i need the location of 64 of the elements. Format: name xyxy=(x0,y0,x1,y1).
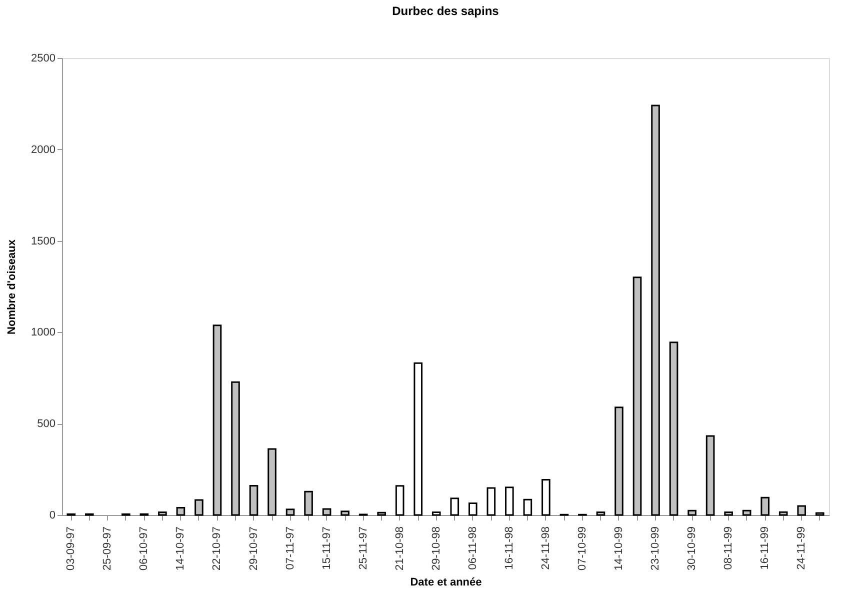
bar xyxy=(614,406,624,516)
bar xyxy=(596,512,606,516)
bar xyxy=(815,512,824,516)
bar xyxy=(377,512,386,516)
x-tick-label: 16-11-98 xyxy=(503,526,516,570)
y-tick-label: 2000 xyxy=(31,144,56,156)
y-tick-label: 1500 xyxy=(31,235,56,248)
bar xyxy=(176,506,186,516)
bar xyxy=(395,485,404,516)
bar xyxy=(742,510,752,516)
y-tick-label: 1000 xyxy=(31,326,56,339)
bar xyxy=(760,496,770,516)
x-tick-label: 29-10-97 xyxy=(248,526,260,571)
x-tick-label: 24-11-99 xyxy=(796,526,808,570)
x-tick-label: 25-11-97 xyxy=(357,526,370,570)
bar xyxy=(194,499,204,516)
bar xyxy=(231,381,240,516)
bar xyxy=(468,502,478,516)
x-tick-label: 29-10-98 xyxy=(430,526,442,571)
x-tick-label: 22-10-97 xyxy=(211,526,224,571)
bar xyxy=(249,485,258,516)
bar xyxy=(505,486,514,516)
bar xyxy=(632,276,642,516)
bar xyxy=(212,324,222,516)
x-tick-label: 30-10-99 xyxy=(686,526,698,571)
bar xyxy=(322,508,332,516)
x-tick-label: 15-11-97 xyxy=(320,526,333,570)
y-tick-label: 0 xyxy=(49,510,56,522)
bar xyxy=(450,498,460,516)
bar xyxy=(414,362,423,516)
bar xyxy=(724,512,733,516)
x-tick-label: 07-11-97 xyxy=(284,526,296,570)
x-tick-label: 14-10-97 xyxy=(174,526,187,571)
bar xyxy=(706,435,715,516)
bar xyxy=(340,510,350,516)
y-tick-label: 500 xyxy=(37,418,56,430)
x-tick-label: 06-11-98 xyxy=(466,526,479,570)
bar xyxy=(797,505,806,516)
bar xyxy=(688,510,696,516)
x-tick-label: 23-10-99 xyxy=(650,526,662,571)
x-tick-label: 03-09-97 xyxy=(65,526,78,571)
x-tick-label: 08-11-99 xyxy=(722,526,735,570)
bar xyxy=(523,498,532,516)
bar xyxy=(778,511,788,516)
x-tick-label: 24-11-98 xyxy=(540,526,552,570)
bar xyxy=(486,487,496,516)
x-tick-label: 07-10-99 xyxy=(576,526,588,571)
bar xyxy=(268,448,276,516)
bar xyxy=(651,104,660,516)
x-axis-title: Date et année xyxy=(410,576,482,589)
x-tick-label: 21-10-98 xyxy=(394,526,406,571)
y-tick-label: 2500 xyxy=(31,52,56,64)
bar xyxy=(304,490,313,516)
x-tick-label: 06-10-97 xyxy=(138,526,150,571)
x-tick-label: 14-10-99 xyxy=(612,526,625,571)
x-tick-label: 16-11-99 xyxy=(759,526,772,570)
bar xyxy=(158,512,167,516)
bar xyxy=(669,342,678,516)
bar xyxy=(286,508,295,516)
x-tick-label: 25-09-97 xyxy=(102,526,114,571)
chart-title: Durbec des sapins xyxy=(392,4,500,18)
bar xyxy=(432,512,441,516)
bar xyxy=(542,478,550,516)
y-axis-title: Nombre d'oiseaux xyxy=(6,238,18,334)
